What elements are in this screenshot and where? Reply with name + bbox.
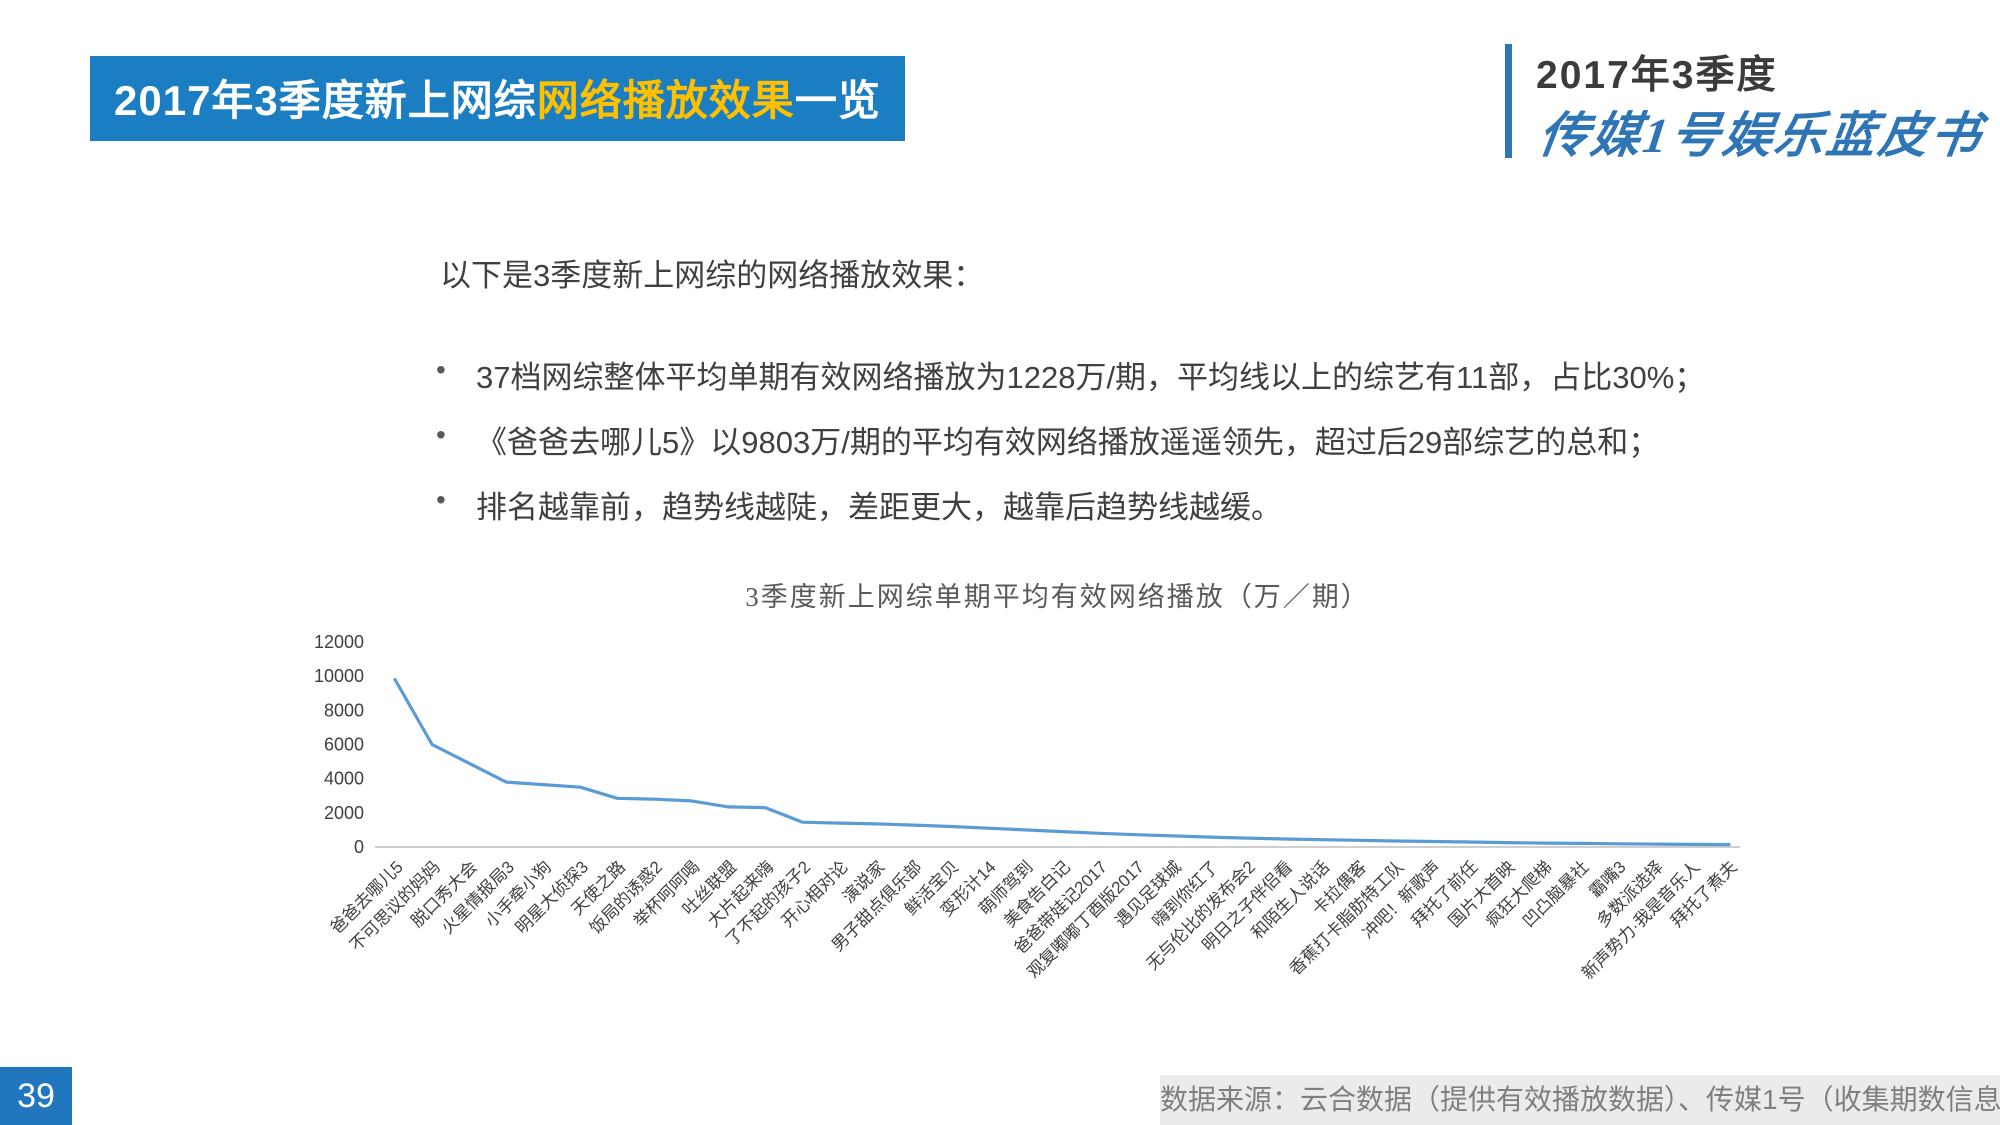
page-title-banner: 2017年3季度新上网综网络播放效果一览 [90,56,905,141]
title-pre: 2017年3季度新上网综 [114,77,537,124]
title-post: 一览 [794,77,881,124]
brand-season: 2017年3季度 [1536,54,1778,97]
bullet-text: 37档网综整体平均单期有效网络播放为1228万/期，平均线以上的综艺有11部，占… [476,360,1706,395]
y-axis-tick-label: 8000 [324,700,364,720]
chart-title: 3季度新上网综单期平均有效网络播放（万／期） [745,582,1370,612]
chart: 3季度新上网综单期平均有效网络播放（万／期） 0 2000 4000 6000 8000 1… [290,572,1850,1052]
bullet-item: • 37档网综整体平均单期有效网络播放为1228万/期，平均线以上的综艺有11部，… [436,352,1705,397]
page-number: 39 [0,1067,72,1125]
bullet-marker: • [436,484,446,515]
bullet-text: 排名越靠前，趋势线越陡，差距更大，越靠后趋势线越缓。 [476,490,1282,525]
y-axis-tick-label: 10000 [314,666,364,686]
bullet-marker: • [436,354,446,385]
y-axis-tick-label: 6000 [324,735,364,755]
intro-text: 以下是3季度新上网综的网络播放效果： [440,258,985,293]
title-highlight: 网络播放效果 [536,77,795,124]
bullet-list: • 37档网综整体平均单期有效网络播放为1228万/期，平均线以上的综艺有11部，… [436,352,1705,547]
bullet-marker: • [436,419,446,450]
trend-line [393,677,1731,847]
y-axis-tick-label: 12000 [314,632,364,652]
playback-line-chart: 3季度新上网综单期平均有效网络播放（万／期） 0 2000 4000 6000 8000 1… [314,582,1741,983]
brand-name: 传媒1号娱乐蓝皮书 [1535,108,1987,163]
y-axis-tick-label: 4000 [324,769,364,789]
bullet-item: • 排名越靠前，趋势线越陡，差距更大，越靠后趋势线越缓。 [436,482,1705,527]
bullet-text: 《爸爸去哪儿5》以9803万/期的平均有效网络播放遥遥领先，超过后29部综艺的总… [476,425,1660,460]
footer: 数据来源：云合数据（提供有效播放数据）、传媒1号（收集期数信息） [1160,1075,2000,1125]
y-axis-tick-label: 0 [354,837,364,857]
y-axis-tick-label: 2000 [324,803,364,823]
brand-divider [1505,44,1512,158]
data-source-text: 数据来源：云合数据（提供有效播放数据）、传媒1号（收集期数信息） [1160,1084,2000,1115]
bullet-item: • 《爸爸去哪儿5》以9803万/期的平均有效网络播放遥遥领先，超过后29部综艺的… [436,417,1705,462]
